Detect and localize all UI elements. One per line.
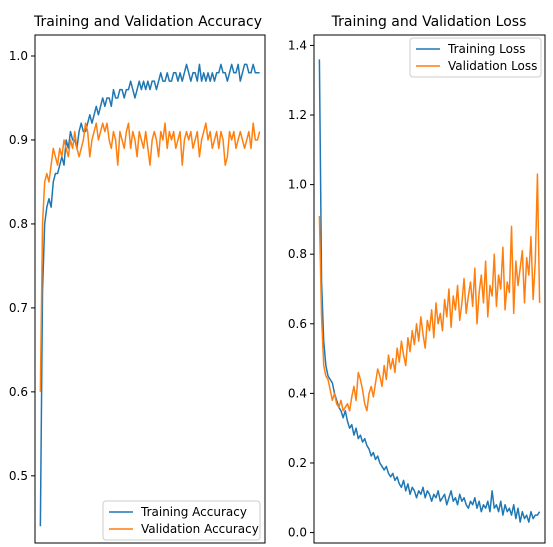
y-tick-label: 0.2 — [288, 456, 307, 470]
series-line-validation-accuracy — [39, 122, 261, 392]
legend-box — [409, 37, 542, 78]
y-tick-label: 0.0 — [288, 526, 307, 540]
loss-axes-frame — [313, 34, 546, 544]
y-tick-label: 1.4 — [288, 38, 307, 52]
y-tick-label: 0.7 — [9, 301, 28, 315]
accuracy-chart-title: Training and Validation Accuracy — [33, 14, 262, 30]
accuracy-chart-panel: Training and Validation Accuracy 0.50.60… — [9, 14, 266, 544]
loss-chart-title: Training and Validation Loss — [331, 14, 527, 30]
y-tick-label: 0.9 — [9, 133, 28, 147]
y-tick-label: 0.5 — [9, 469, 28, 483]
series-line-validation-loss — [318, 173, 541, 412]
series-line-training-loss — [318, 59, 541, 523]
y-tick-label: 0.6 — [9, 385, 28, 399]
loss-plot-area: 0.0 0.2 0.4 0.6 0.8 1.0 1.2 1.4 Training Loss Val… — [288, 37, 542, 540]
legend-label: Validation Loss — [448, 59, 537, 73]
legend-label: Training Accuracy — [140, 505, 247, 519]
y-tick-label: 0.8 — [288, 247, 307, 261]
y-tick-label: 1.0 — [288, 178, 307, 192]
legend-box — [102, 500, 261, 541]
legend: Training Loss Validation Loss — [409, 37, 542, 78]
accuracy-axes-frame — [34, 34, 266, 544]
y-tick-label: 0.4 — [288, 386, 307, 400]
legend-label: Training Loss — [447, 42, 525, 56]
y-tick-label: 1.2 — [288, 108, 307, 122]
y-tick-label: 0.6 — [288, 317, 307, 331]
loss-chart-panel: Training and Validation Loss 0.00.20.40.… — [288, 14, 546, 544]
accuracy-plot-area: 0.5 0.6 0.7 0.8 0.9 1.0 Training Accuracy Valid… — [9, 49, 261, 541]
y-tick-label: 1.0 — [9, 49, 28, 63]
y-tick-label: 0.8 — [9, 217, 28, 231]
legend: Training Accuracy Validation Accuracy — [102, 500, 261, 541]
legend-label: Validation Accuracy — [141, 522, 259, 536]
series-line-training-accuracy — [39, 63, 260, 527]
